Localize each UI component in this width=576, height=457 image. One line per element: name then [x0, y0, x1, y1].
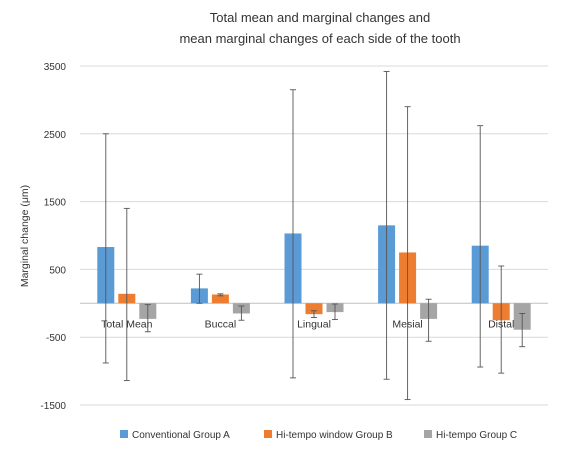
y-tick-label: -500 [46, 333, 66, 344]
y-tick-label: 1500 [44, 198, 67, 209]
y-axis-label: Marginal change (μm) [19, 185, 31, 287]
category-label: Lingual [297, 318, 331, 330]
legend-label: Hi-tempo window Group B [276, 430, 393, 441]
bar [211, 294, 229, 304]
category-label: Buccal [205, 318, 237, 330]
category-label: Mesial [392, 318, 422, 330]
bars [97, 225, 531, 330]
legend-swatch [424, 430, 432, 438]
legend-swatch [120, 430, 128, 438]
legend: Conventional Group A Hi-tempo window Grou… [120, 430, 517, 441]
gridlines [80, 65, 548, 406]
category-label: Distal [488, 318, 514, 330]
bar [305, 303, 323, 315]
y-tick-label: 500 [49, 265, 66, 276]
chart-title-line-1: Total mean and marginal changes and [210, 10, 430, 25]
labels: -1500 -500 500 1500 2500 3500 Total Mean Buccal… [40, 62, 514, 412]
legend-label: Hi-tempo Group C [436, 430, 517, 441]
legend-swatch [264, 430, 272, 438]
y-tick-label: 2500 [44, 130, 67, 141]
y-tick-label: 3500 [44, 62, 67, 73]
error-bars [102, 70, 526, 401]
legend-label: Conventional Group A [132, 430, 230, 441]
chart-title-line-2: mean marginal changes of each side of th… [179, 31, 460, 46]
category-label: Total Mean [101, 318, 153, 330]
y-tick-label: -1500 [40, 401, 66, 412]
